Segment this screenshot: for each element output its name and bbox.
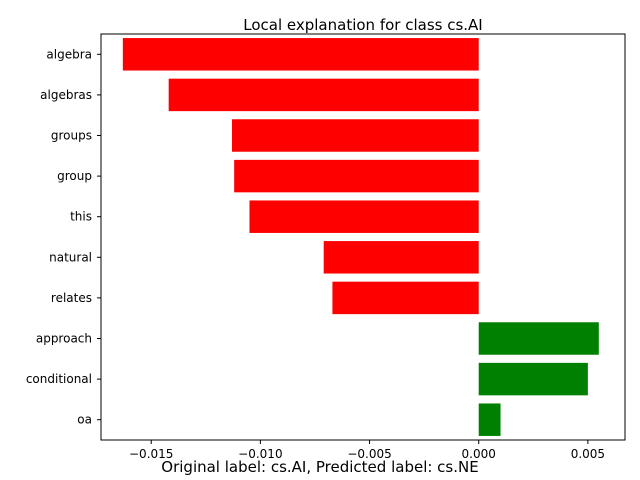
bar-this — [249, 200, 479, 233]
chart-title: Local explanation for class cs.AI — [243, 16, 482, 34]
bar-relates — [332, 281, 479, 315]
prediction-caption: Original label: cs.AI, Predicted label: … — [161, 458, 479, 476]
y-tick-label: relates — [51, 291, 92, 305]
bar-approach — [478, 322, 599, 355]
y-tick-label: conditional — [26, 372, 92, 386]
bar-oa — [478, 403, 501, 436]
x-tick-label: −0.010 — [238, 447, 282, 461]
bar-algebra — [122, 38, 479, 71]
y-tick-label: approach — [36, 332, 92, 346]
y-tick-label: oa — [77, 413, 92, 427]
bar-groups — [232, 119, 479, 152]
bar-algebras — [168, 78, 479, 112]
plot-frame — [100, 33, 626, 441]
y-tick-label: groups — [51, 129, 92, 143]
x-tick-label: −0.015 — [129, 447, 173, 461]
bar-group — [234, 159, 479, 193]
y-tick-label: algebras — [40, 88, 92, 102]
y-tick-labels: algebra algebras groups group this natural rel… — [26, 47, 101, 427]
x-tick-label: −0.005 — [347, 447, 391, 461]
y-tick-label: group — [57, 169, 92, 183]
bar-conditional — [478, 362, 588, 396]
x-tick-label: 0.005 — [571, 447, 605, 461]
x-ticks: −0.015 −0.010 −0.005 0.000 0.005 — [129, 440, 605, 461]
y-tick-label: natural — [49, 250, 92, 264]
bar-natural — [323, 241, 479, 274]
x-tick-label: 0.000 — [462, 447, 496, 461]
bars-group — [122, 38, 599, 436]
y-tick-label: algebra — [46, 47, 92, 61]
y-tick-label: this — [70, 210, 92, 224]
